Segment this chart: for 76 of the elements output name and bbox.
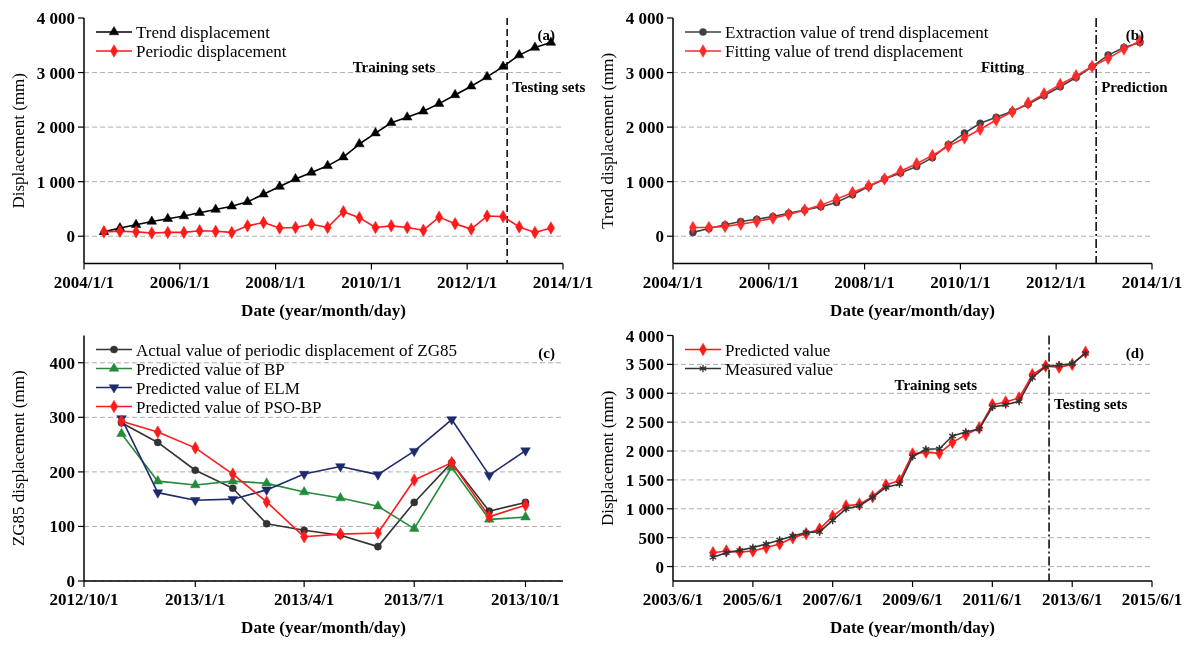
annotation: Training sets (352, 59, 436, 76)
y-tick-label: 500 (638, 528, 664, 548)
y-tick-label: 1 000 (625, 172, 664, 192)
annotation: (b) (1125, 27, 1144, 44)
y-axis-title: Displacement (mm) (598, 390, 617, 526)
legend-label: Actual value of periodic displacement of ZG85 (136, 340, 457, 360)
x-tick-label: 2013/1/1 (165, 590, 226, 609)
x-tick-label: 2013/6/1 (1041, 590, 1103, 609)
x-tick-label: 2005/6/1 (722, 590, 784, 609)
y-tick-label: 3 000 (36, 63, 75, 83)
annotation: (c) (538, 344, 555, 362)
x-tick-label: 2006/1/1 (738, 272, 800, 292)
y-tick-label: 300 (49, 408, 75, 428)
x-tick-label: 2012/10/1 (49, 590, 119, 609)
x-tick-label: 2006/1/1 (149, 272, 211, 292)
y-tick-label: 0 (66, 572, 75, 591)
y-tick-label: 4 000 (625, 326, 664, 346)
y-tick-label: 2 000 (625, 442, 664, 462)
annotation: Testing sets (512, 78, 586, 95)
y-axis-title: Trend displacement (mm) (598, 52, 617, 229)
y-tick-label: 1 000 (625, 499, 664, 519)
x-tick-label: 2007/6/1 (802, 590, 863, 609)
x-tick-label: 2013/4/1 (273, 590, 335, 609)
legend-label: Periodic displacement (136, 42, 287, 61)
x-tick-label: 2013/7/1 (383, 590, 445, 609)
x-tick-label: 2012/1/1 (436, 272, 498, 292)
x-tick-label: 2009/6/1 (882, 590, 943, 609)
y-tick-label: 400 (49, 353, 75, 373)
y-tick-label: 0 (655, 227, 664, 247)
x-axis-title: Date (year/month/day) (830, 300, 995, 320)
y-tick-label: 100 (49, 517, 75, 537)
y-tick-label: 2 000 (36, 118, 75, 138)
y-tick-label: 0 (655, 557, 664, 577)
y-tick-label: 2 000 (625, 118, 664, 138)
x-axis-title: Date (year/month/day) (830, 618, 995, 637)
y-axis-title: Displacement (mm) (9, 73, 28, 209)
x-tick-label: 2008/1/1 (834, 272, 895, 292)
legend-label: Fitting value of trend displacement (725, 42, 964, 61)
annotation: Training sets (894, 376, 978, 393)
y-tick-label: 2 500 (625, 413, 664, 433)
x-tick-label: 2015/6/1 (1121, 590, 1183, 609)
legend-label: Predicted value (725, 340, 831, 360)
x-tick-label: 2013/10/1 (491, 590, 560, 609)
legend-label: Extraction value of trend displacement (725, 23, 989, 42)
x-tick-label: 2014/1/1 (1121, 272, 1183, 292)
x-tick-label: 2010/1/1 (930, 272, 991, 292)
x-axis-title: Date (year/month/day) (241, 300, 406, 320)
y-tick-label: 0 (66, 227, 75, 247)
x-tick-label: 2004/1/1 (642, 272, 704, 292)
annotation: (d) (1125, 344, 1144, 362)
legend-label: Predicted value of PSO-BP (136, 397, 322, 417)
x-tick-label: 2010/1/1 (341, 272, 402, 292)
y-tick-label: 4 000 (625, 9, 664, 28)
legend-label: Measured value (725, 359, 834, 379)
y-tick-label: 200 (49, 462, 75, 482)
y-tick-label: 3 000 (625, 63, 664, 83)
x-tick-label: 2014/1/1 (532, 272, 594, 292)
y-tick-label: 3 500 (625, 355, 664, 375)
x-tick-label: 2004/1/1 (53, 272, 115, 292)
y-tick-label: 1 000 (36, 172, 75, 192)
y-axis-title: ZG85 displacement (mm) (9, 370, 28, 547)
x-axis-title: Date (year/month/day) (241, 618, 406, 637)
legend-label: Trend displacement (136, 23, 271, 42)
y-tick-label: 4 000 (36, 9, 75, 28)
annotation: (a) (537, 27, 555, 44)
y-tick-label: 3 000 (625, 384, 664, 404)
legend-label: Predicted value of BP (136, 359, 285, 379)
x-tick-label: 2011/6/1 (962, 590, 1023, 609)
x-tick-label: 2008/1/1 (245, 272, 306, 292)
annotation: Prediction (1101, 78, 1169, 95)
annotation: Fitting (980, 59, 1025, 76)
annotation: Testing sets (1054, 396, 1128, 413)
y-tick-label: 1 500 (625, 470, 664, 490)
x-tick-label: 2012/1/1 (1025, 272, 1087, 292)
x-tick-label: 2003/6/1 (642, 590, 704, 609)
legend-label: Predicted value of ELM (136, 378, 300, 398)
